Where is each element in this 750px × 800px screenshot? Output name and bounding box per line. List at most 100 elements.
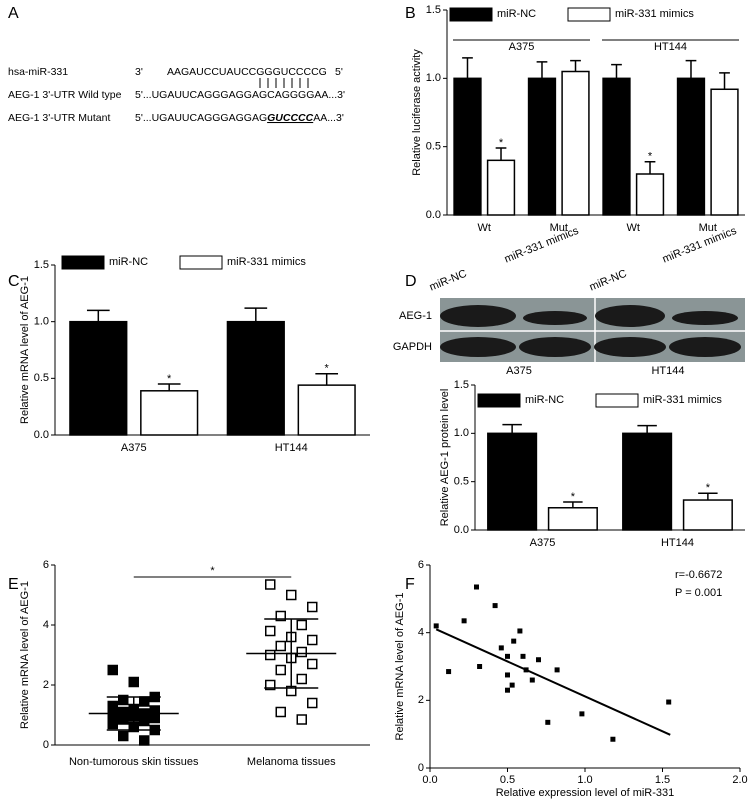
bar bbox=[622, 432, 673, 531]
error-bar bbox=[536, 61, 548, 79]
y-tick-label: 1.5 bbox=[426, 4, 441, 16]
panel-label: D bbox=[405, 273, 417, 290]
point bbox=[139, 735, 150, 746]
error-bar bbox=[157, 383, 181, 391]
significance: * bbox=[706, 482, 711, 494]
significance: * bbox=[325, 363, 330, 375]
y-tick-label: 1.5 bbox=[34, 259, 49, 271]
point bbox=[666, 699, 672, 705]
y-tick-label: 0.0 bbox=[454, 524, 469, 536]
point bbox=[296, 714, 307, 725]
group-label: A375 bbox=[509, 41, 535, 53]
y-tick-label: 0.5 bbox=[454, 476, 469, 488]
y-tick-label: 0.0 bbox=[34, 429, 49, 441]
bar bbox=[453, 77, 482, 216]
y-tick-label: 4 bbox=[418, 627, 424, 639]
point bbox=[265, 625, 276, 637]
panel-label: F bbox=[405, 576, 415, 593]
lane-label: miR-NC bbox=[588, 268, 629, 294]
row-name: AEG-1 3'-UTR Mutant bbox=[8, 112, 110, 124]
error-bar bbox=[502, 423, 522, 434]
point bbox=[307, 658, 318, 670]
point bbox=[265, 679, 276, 691]
bar bbox=[710, 88, 739, 216]
y-axis-label: Relative mRNA level of AEG-1 bbox=[19, 581, 31, 729]
point bbox=[307, 601, 318, 613]
legend-swatch bbox=[449, 7, 493, 22]
bar bbox=[297, 384, 356, 436]
mutation: GUCCCC bbox=[267, 112, 313, 124]
seq-end: 3' bbox=[135, 66, 143, 78]
point bbox=[265, 579, 276, 590]
point bbox=[505, 672, 510, 678]
y-axis-label: Relative AEG-1 protein level bbox=[439, 389, 451, 527]
y-tick-label: 2 bbox=[43, 679, 49, 691]
group-label: HT144 bbox=[654, 41, 687, 53]
y-tick-label: 1.5 bbox=[454, 379, 469, 391]
point bbox=[286, 589, 297, 601]
legend-label: miR-NC bbox=[109, 256, 148, 268]
y-tick-label: 4 bbox=[43, 619, 49, 631]
point bbox=[509, 682, 515, 688]
x-tick-label: A375 bbox=[121, 442, 147, 454]
point bbox=[517, 628, 523, 634]
legend-label: miR-331 mimics bbox=[227, 256, 306, 268]
x-tick-label: 0.5 bbox=[500, 774, 515, 786]
x-tick-label: Non-tumorous skin tissues bbox=[69, 756, 199, 768]
x-tick-label: Mut bbox=[699, 222, 717, 234]
point bbox=[433, 623, 439, 629]
point bbox=[107, 709, 118, 721]
y-tick-label: 6 bbox=[43, 559, 49, 571]
bar bbox=[547, 507, 598, 531]
sequence-part: 5'...UGAUUCAGGGAGGAG bbox=[135, 112, 267, 124]
error-bar bbox=[462, 57, 473, 79]
y-tick-label: 0 bbox=[43, 739, 49, 751]
point bbox=[461, 618, 467, 624]
bar bbox=[635, 173, 665, 216]
significance: * bbox=[648, 151, 653, 163]
bar bbox=[140, 390, 199, 436]
annotation: r=-0.6672 bbox=[675, 569, 722, 581]
x-tick-label: HT144 bbox=[275, 442, 308, 454]
fit-line bbox=[435, 628, 671, 736]
y-axis-label: Relative luciferase activity bbox=[411, 49, 423, 176]
error-bar bbox=[86, 309, 110, 322]
y-tick-label: 1.0 bbox=[426, 72, 441, 84]
legend-swatch bbox=[61, 255, 105, 270]
x-tick-label: 0.0 bbox=[422, 774, 437, 786]
error-bar bbox=[563, 501, 583, 508]
sequence-part: AA...3' bbox=[313, 112, 344, 124]
legend-label: miR-NC bbox=[497, 8, 536, 20]
point bbox=[118, 694, 129, 706]
western-blot: AEG-1 GAPDH miR-NC miR-331 mimics miR-NC… bbox=[393, 225, 745, 377]
row-label: AEG-1 bbox=[399, 310, 432, 322]
bar bbox=[69, 320, 128, 436]
point bbox=[139, 715, 150, 727]
significance: * bbox=[499, 137, 504, 149]
point bbox=[107, 718, 118, 730]
point bbox=[579, 711, 585, 717]
row-label: GAPDH bbox=[393, 341, 432, 353]
bar bbox=[602, 77, 631, 216]
x-tick-label: 2.0 bbox=[732, 774, 747, 786]
point bbox=[529, 677, 535, 683]
error-bar bbox=[315, 373, 339, 386]
point bbox=[554, 667, 560, 673]
point bbox=[118, 714, 129, 725]
legend-swatch bbox=[179, 255, 223, 270]
sequence: AAGAUCCUAUCCGGGUCCCCG bbox=[167, 66, 327, 78]
panel-label: E bbox=[8, 576, 19, 593]
legend-label: miR-331 mimics bbox=[615, 8, 694, 20]
point bbox=[446, 669, 452, 675]
y-tick-label: 1.0 bbox=[454, 427, 469, 439]
y-tick-label: 0.0 bbox=[426, 209, 441, 221]
bar bbox=[676, 77, 706, 216]
panel-label: A bbox=[8, 5, 19, 22]
point bbox=[149, 712, 160, 724]
significance: * bbox=[210, 565, 215, 577]
point bbox=[505, 687, 510, 693]
point bbox=[545, 719, 551, 725]
point bbox=[275, 610, 286, 622]
x-tick-label: HT144 bbox=[661, 537, 694, 549]
y-tick-label: 0.5 bbox=[34, 372, 49, 384]
